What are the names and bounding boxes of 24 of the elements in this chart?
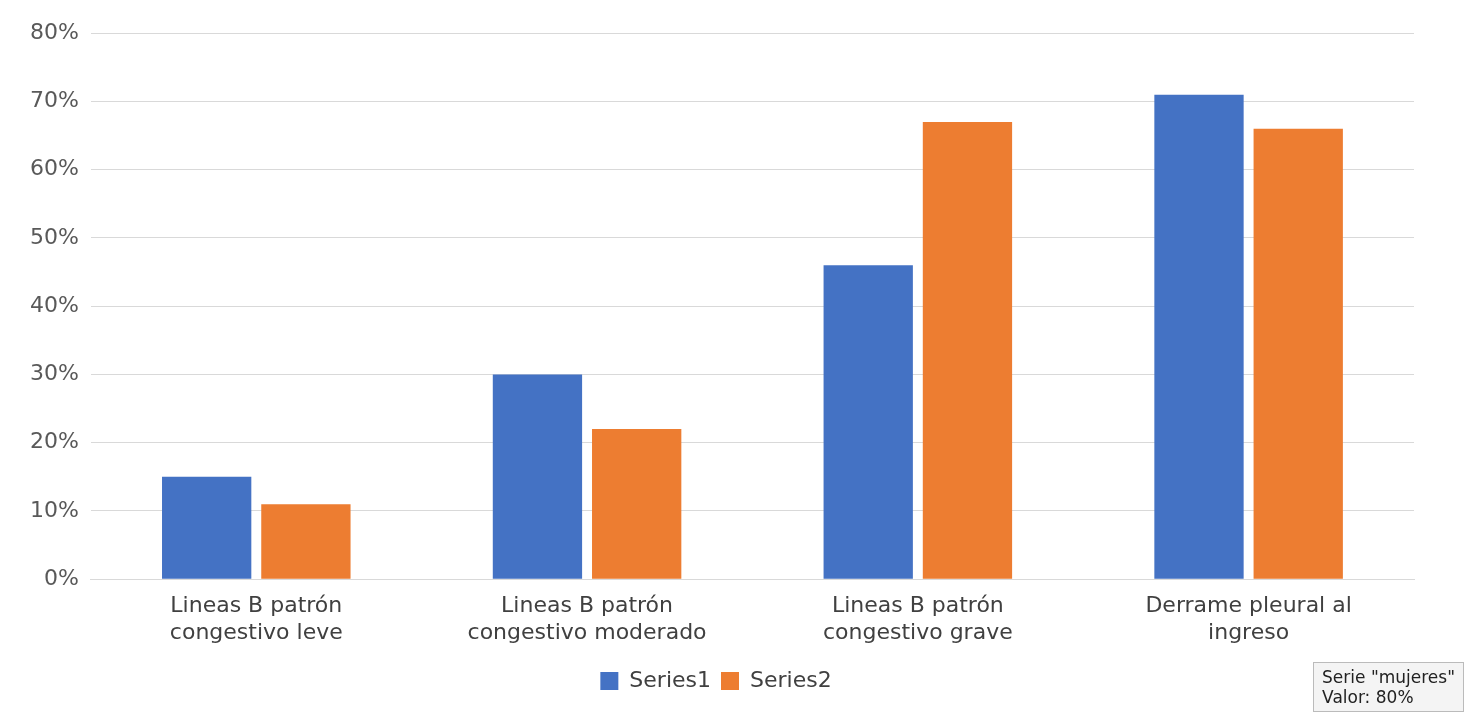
bar [1154,94,1244,579]
y-tick-label: 40% [29,291,79,317]
bar [922,121,1013,579]
text: Serie "mujeres" Valor: 80% [1313,662,1464,712]
x-tick-label: Lineas B patrón congestivo leve [169,592,343,644]
legend-label: Series2 [750,666,832,692]
y-tick-label: 70% [29,87,79,113]
bar [261,504,351,579]
y-tick-label: 80% [29,18,79,44]
bar [1253,128,1343,579]
y-tick-label: 60% [29,155,79,181]
x-tick-label: Derrame pleural al ingreso [1145,592,1352,644]
y-tick-label: 10% [29,496,79,522]
y-tick-label: 30% [29,360,79,386]
x-tick-label: Lineas B patrón congestivo moderado [467,592,707,644]
bar [823,265,913,579]
legend-label: Series1 [629,666,711,692]
y-tick-label: 0% [43,564,79,590]
bar [162,476,252,579]
x-tick-label: Lineas B patrón congestivo grave [822,592,1013,644]
y-tick-label: 20% [29,428,79,454]
bar [492,374,583,579]
bar [592,429,682,579]
y-tick-label: 50% [29,223,79,249]
